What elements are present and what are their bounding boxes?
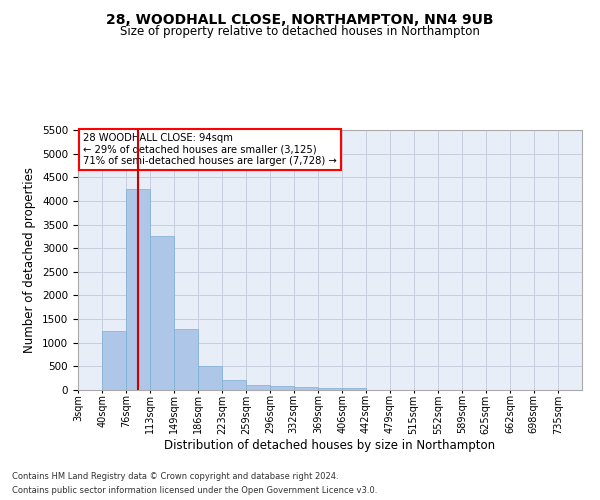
Bar — [222, 380, 247, 390]
Bar — [150, 236, 175, 390]
Bar — [318, 388, 342, 390]
Text: Size of property relative to detached houses in Northampton: Size of property relative to detached ho… — [120, 25, 480, 38]
Bar — [198, 366, 222, 390]
Bar — [102, 331, 127, 390]
Text: 28 WOODHALL CLOSE: 94sqm
← 29% of detached houses are smaller (3,125)
71% of sem: 28 WOODHALL CLOSE: 94sqm ← 29% of detach… — [83, 132, 337, 166]
Text: Contains public sector information licensed under the Open Government Licence v3: Contains public sector information licen… — [12, 486, 377, 495]
Y-axis label: Number of detached properties: Number of detached properties — [23, 167, 37, 353]
Bar — [246, 385, 270, 390]
Bar — [270, 386, 294, 390]
X-axis label: Distribution of detached houses by size in Northampton: Distribution of detached houses by size … — [164, 439, 496, 452]
Bar — [342, 388, 367, 390]
Bar — [173, 328, 198, 390]
Bar — [293, 387, 318, 390]
Text: 28, WOODHALL CLOSE, NORTHAMPTON, NN4 9UB: 28, WOODHALL CLOSE, NORTHAMPTON, NN4 9UB — [106, 12, 494, 26]
Bar — [126, 189, 150, 390]
Text: Contains HM Land Registry data © Crown copyright and database right 2024.: Contains HM Land Registry data © Crown c… — [12, 472, 338, 481]
